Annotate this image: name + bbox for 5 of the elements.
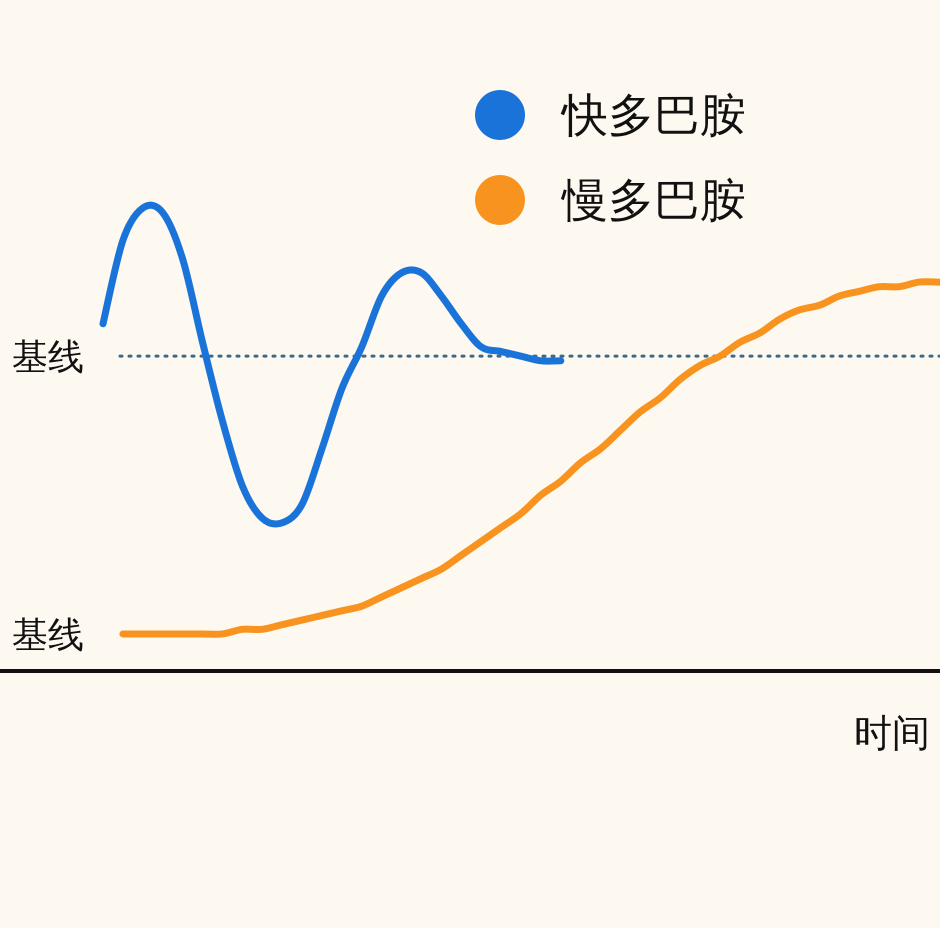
x-axis-title: 时间 [854, 711, 930, 755]
text: 基线 [12, 614, 84, 656]
ref-line-label: 基线 [12, 337, 84, 378]
legend-label: 慢多巴胺 [560, 173, 746, 227]
legend-label: 快多巴胺 [560, 88, 746, 142]
